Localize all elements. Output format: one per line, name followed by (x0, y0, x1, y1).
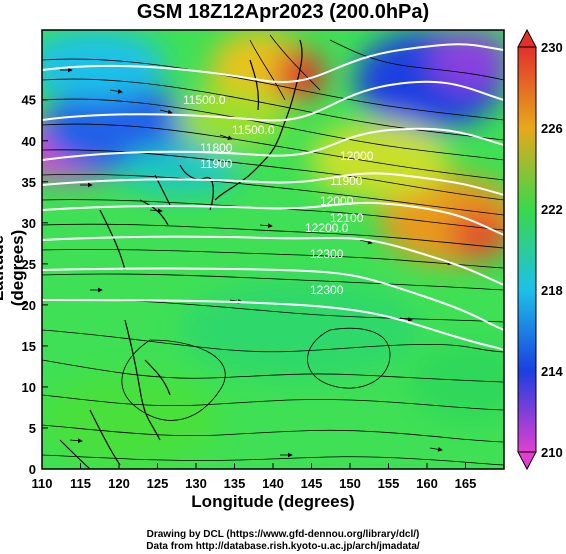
height-contours (42, 43, 504, 351)
x-tick-label: 165 (455, 476, 477, 491)
x-tick-label: 120 (108, 476, 130, 491)
y-tick-label: 25 (22, 257, 36, 272)
x-tick-label: 145 (301, 476, 323, 491)
x-tick-label: 160 (416, 476, 438, 491)
x-tick-label: 115 (70, 476, 91, 491)
colorbar-tick-label: 210 (541, 445, 563, 460)
x-axis: 110 115 120 125 130 135 140 145 150 155 160 165 (32, 463, 477, 491)
y-axis: 0 5 10 15 20 25 30 35 40 45 (22, 93, 48, 477)
colorbar-tick-label: 230 (541, 40, 563, 55)
colorbar-tick-label: 226 (541, 121, 563, 136)
colorbar-tick-label: 218 (541, 283, 563, 298)
x-tick-label: 110 (32, 476, 53, 491)
x-tick-label: 125 (147, 476, 169, 491)
plot-title: GSM 18Z12Apr2023 (200.0hPa) (136, 1, 430, 23)
contour-label: 11900 (330, 174, 363, 188)
y-tick-label: 35 (22, 175, 36, 190)
contour-label: 12300 (310, 283, 344, 297)
contour-label: 12200.0 (305, 221, 349, 235)
y-tick-label: 0 (29, 462, 36, 477)
contour-label: 11900 (200, 157, 233, 171)
contour-label: 12300 (310, 247, 344, 261)
y-tick-label: 5 (29, 421, 36, 436)
y-tick-label: 15 (22, 339, 36, 354)
y-axis-label: Latitude (degrees) (0, 229, 27, 307)
y-tick-label: 45 (22, 93, 36, 108)
x-tick-label: 135 (224, 476, 246, 491)
temperature-anomalies (42, 30, 504, 465)
colorbar-tick-label: 214 (541, 364, 563, 379)
contour-label: 12000 (320, 194, 354, 208)
contour-label: 11500.0 (183, 93, 226, 107)
y-tick-label: 30 (22, 216, 36, 231)
x-tick-label: 150 (339, 476, 361, 491)
contour-label: 11500.0 (232, 123, 275, 137)
y-tick-label: 20 (22, 298, 36, 313)
credit-dcl: Drawing by DCL (https://www.gfd-dennou.o… (146, 529, 420, 540)
colorbar-tick-label: 222 (541, 202, 563, 217)
colorbar-gradient (517, 46, 537, 453)
contour-label: 12100 (330, 211, 364, 225)
x-tick-label: 130 (185, 476, 207, 491)
x-axis-label: Longitude (degrees) (191, 492, 355, 511)
x-tick-label: 155 (378, 476, 400, 491)
contour-labels: 11500.0 11500.0 11800 11900 11900 12000 … (183, 93, 374, 297)
plot-area (42, 30, 504, 469)
credit-data-source: Data from http://database.rish.kyoto-u.a… (146, 541, 420, 552)
contour-label: 12000 (340, 149, 374, 163)
coastlines (59, 39, 303, 469)
y-tick-label: 40 (22, 134, 36, 149)
contour-label: 11800 (200, 141, 233, 155)
x-tick-label: 140 (262, 476, 284, 491)
colorbar: 210 214 218 222 226 230 (517, 28, 563, 471)
y-tick-label: 10 (22, 380, 36, 395)
